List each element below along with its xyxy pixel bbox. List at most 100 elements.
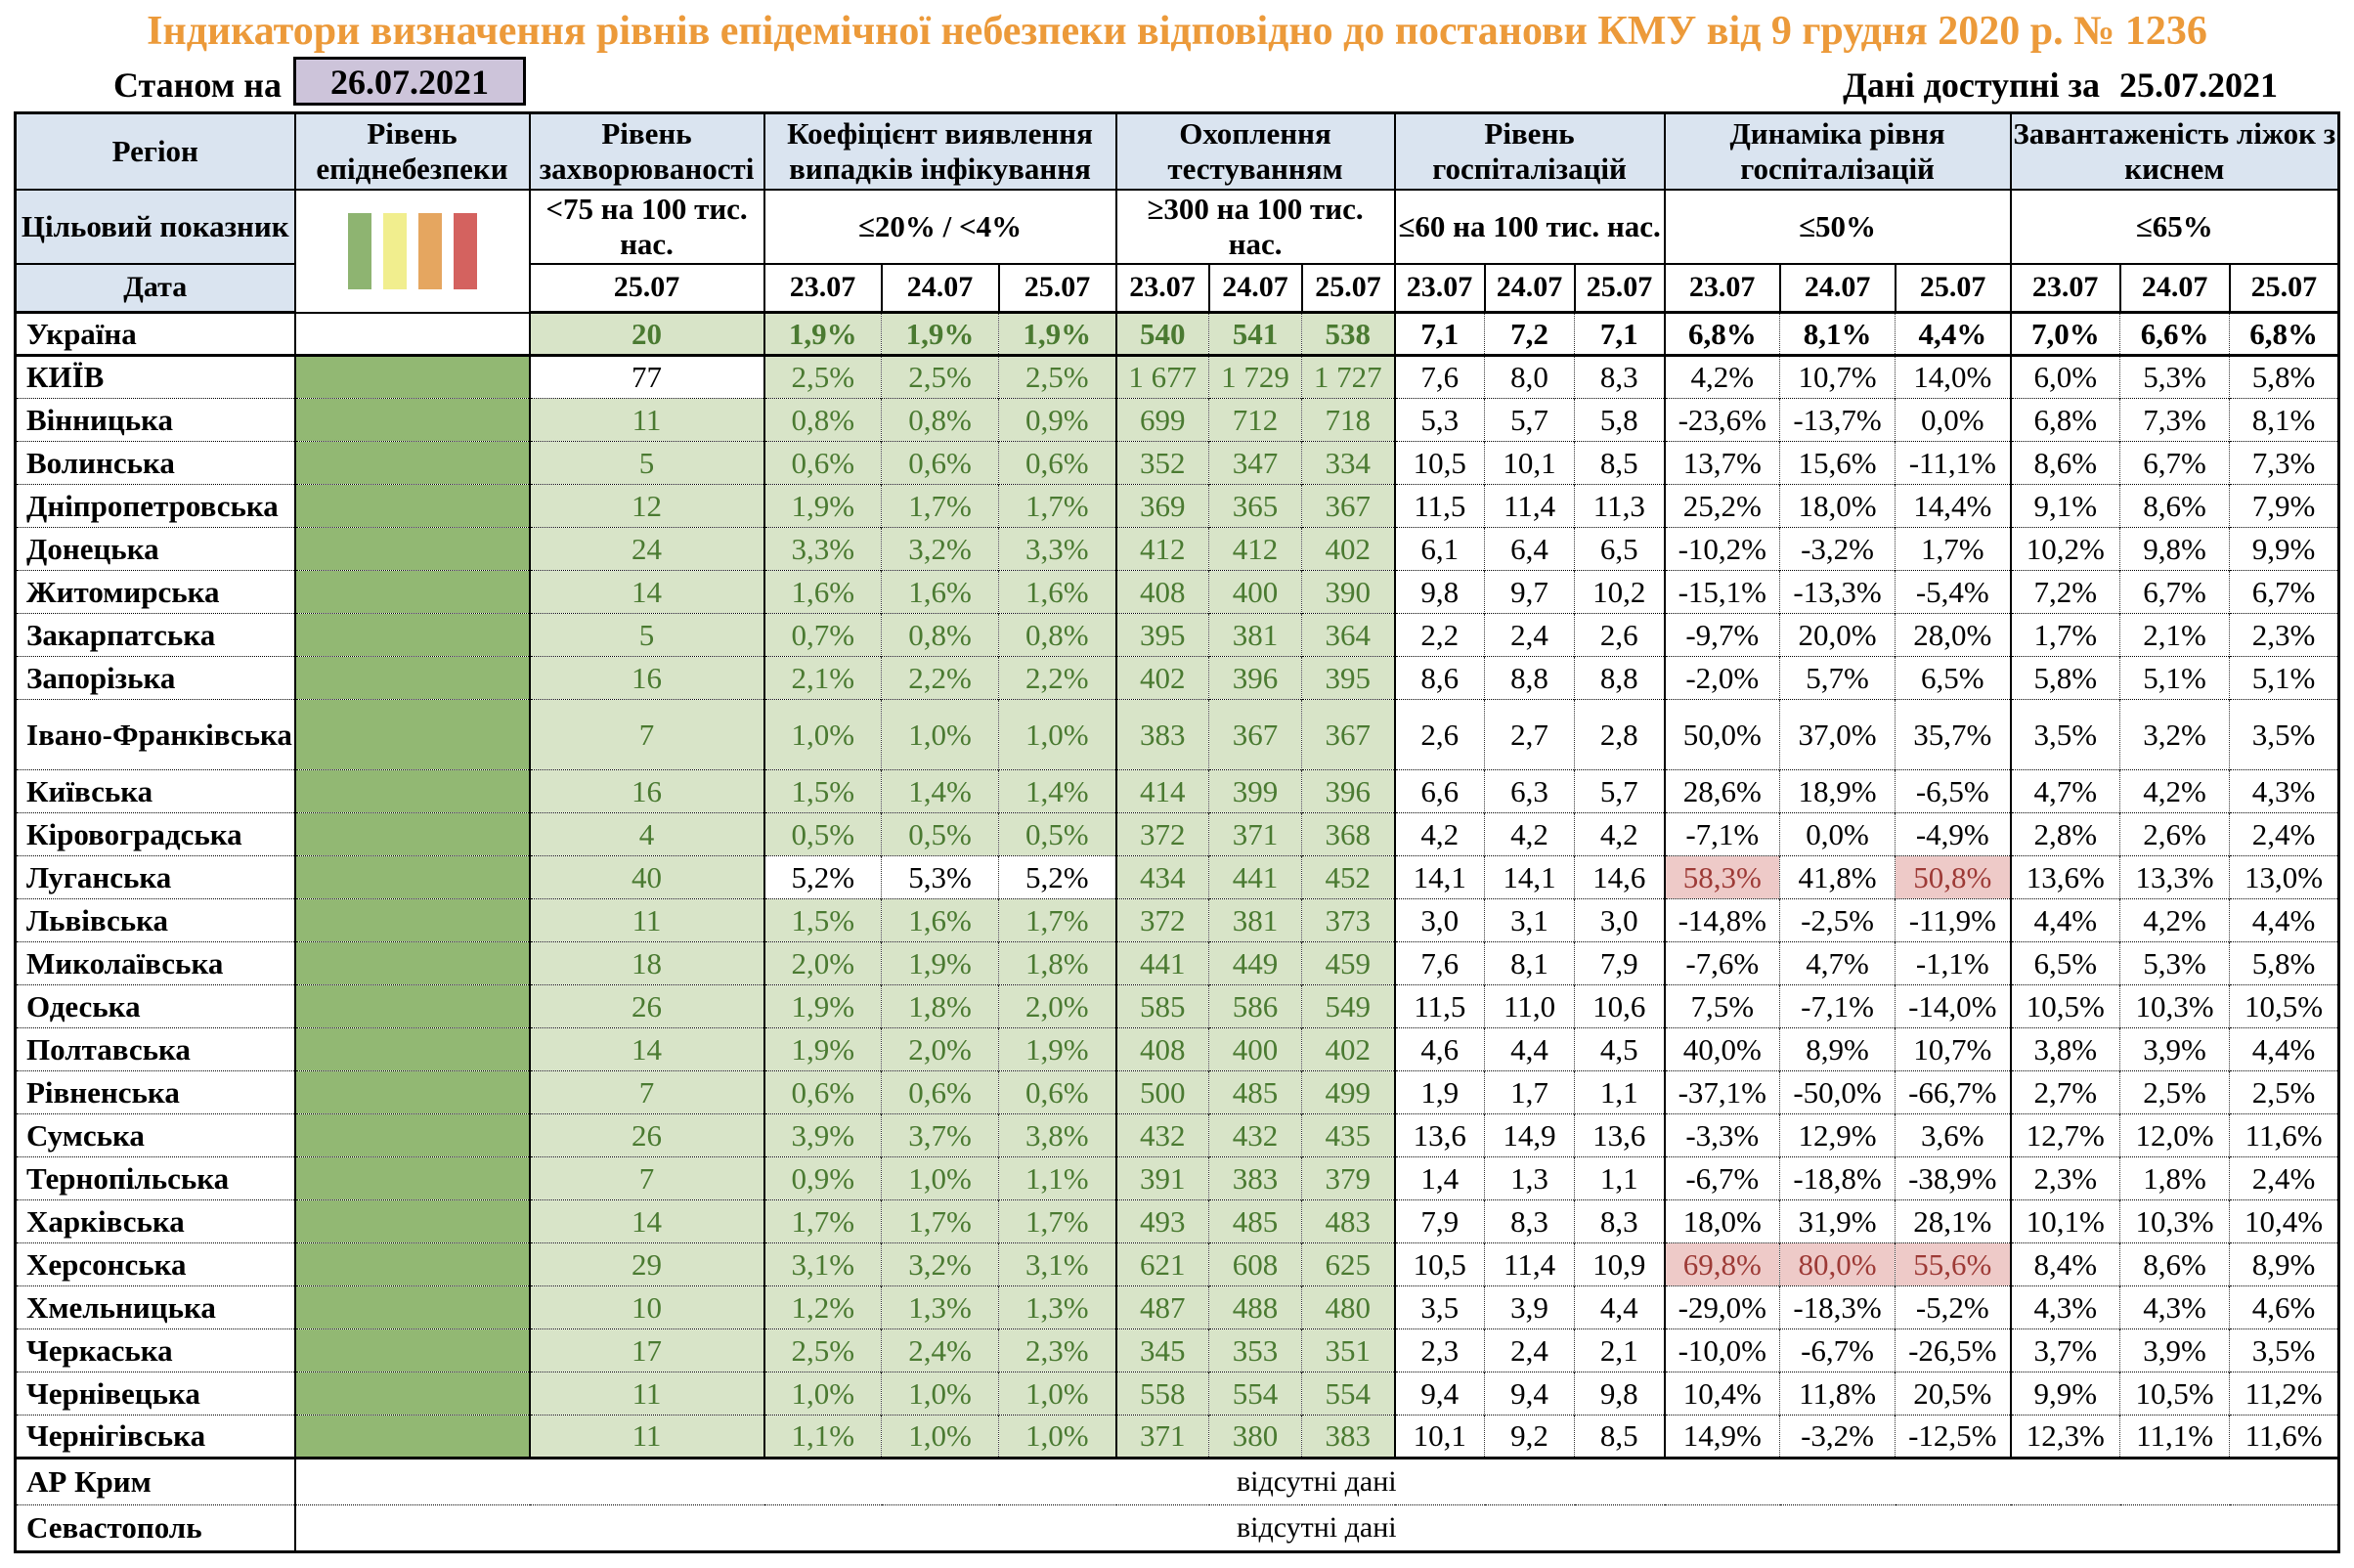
value-cell: 367	[1301, 699, 1395, 770]
no-data-cell: відсутні дані	[293, 1457, 2339, 1505]
value-cell: 7,0%	[2009, 312, 2120, 356]
value-cell: -3,2%	[1779, 527, 1896, 571]
value-cell: 441	[1114, 941, 1209, 985]
date-hosp: 23.07	[1393, 262, 1486, 314]
date-sick: 25.07	[528, 262, 765, 314]
value-cell: 8,1%	[2229, 398, 2339, 442]
value-cell: 353	[1208, 1328, 1302, 1372]
region-name: Чернівецька	[15, 1372, 295, 1416]
value-cell: 395	[1301, 656, 1395, 700]
value-cell: 699	[1114, 398, 1209, 442]
data-available: Дані доступні за 25.07.2021	[1843, 65, 2278, 106]
value-cell: 7,5%	[1663, 984, 1780, 1028]
value-cell: -29,0%	[1663, 1285, 1780, 1329]
column-header-sick: Рівень захворюваності	[528, 111, 765, 191]
value-cell: 5,3%	[881, 855, 999, 899]
value-cell: -13,7%	[1779, 398, 1896, 442]
value-cell: 29	[528, 1242, 764, 1286]
value-cell: -7,1%	[1663, 812, 1780, 856]
value-cell: -7,6%	[1663, 941, 1780, 985]
value-cell: 395	[1114, 613, 1209, 657]
value-cell: 13,0%	[2229, 855, 2339, 899]
table-row: Закарпатська 5 0,7% 0,8% 0,8% 395 381 364 2,2 2,4…	[15, 613, 2339, 657]
value-cell: 5,8%	[2229, 941, 2339, 985]
epidemic-danger-level-cell	[293, 1199, 530, 1243]
value-cell: 5,8	[1574, 398, 1665, 442]
value-cell: -10,2%	[1663, 527, 1780, 571]
value-cell: 8,3	[1574, 354, 1665, 399]
value-cell: 4,4%	[1895, 312, 2011, 356]
value-cell: -1,1%	[1895, 941, 2011, 985]
epidemic-danger-level-cell	[293, 570, 530, 614]
value-cell: 2,8	[1574, 699, 1665, 770]
value-cell: 8,1%	[1779, 312, 1896, 356]
region-name: Житомирська	[15, 570, 295, 614]
column-header-test: Охоплення тестуванням	[1114, 111, 1396, 191]
value-cell: -3,2%	[1779, 1415, 1896, 1459]
value-cell: 11,3	[1574, 484, 1665, 528]
value-cell: 10,1	[1484, 441, 1575, 485]
epidemic-danger-level-cell	[293, 1415, 530, 1459]
value-cell: 368	[1301, 812, 1395, 856]
value-cell: 381	[1208, 898, 1302, 942]
value-cell: 402	[1301, 527, 1395, 571]
value-cell: 485	[1208, 1070, 1302, 1114]
value-cell: 347	[1208, 441, 1302, 485]
value-cell: 4,2%	[1663, 354, 1780, 399]
value-cell: 383	[1114, 699, 1209, 770]
date-hosp: 25.07	[1573, 262, 1666, 314]
value-cell: 8,6	[1393, 656, 1485, 700]
value-cell: 6,0%	[2009, 354, 2120, 399]
value-cell: 2,7	[1484, 699, 1575, 770]
value-cell: 5	[528, 613, 764, 657]
value-cell: 3,8%	[2009, 1027, 2120, 1071]
value-cell: 9,8%	[2119, 527, 2230, 571]
header-row-groups: Регіон Рівень епіднебезпеки Рівень захворю…	[14, 111, 2340, 191]
value-cell: 18,0%	[1779, 484, 1896, 528]
value-cell: -18,3%	[1779, 1285, 1896, 1329]
value-cell: 371	[1114, 1415, 1209, 1459]
date-dyn: 24.07	[1778, 262, 1896, 314]
epidemic-danger-level-cell	[293, 1027, 530, 1071]
value-cell: 10,4%	[2229, 1199, 2339, 1243]
value-cell: 26	[528, 984, 764, 1028]
value-cell: 10,2%	[2009, 527, 2120, 571]
value-cell: 1,7%	[997, 898, 1116, 942]
value-cell: 1,4%	[997, 769, 1116, 813]
value-cell: 399	[1208, 769, 1302, 813]
value-cell: 14	[528, 1199, 764, 1243]
value-cell: 5,3%	[2119, 354, 2230, 399]
value-cell: 3,9	[1484, 1285, 1575, 1329]
value-cell: 11,6%	[2229, 1415, 2339, 1459]
value-cell: 2,1%	[2119, 613, 2230, 657]
value-cell: 554	[1301, 1372, 1395, 1416]
value-cell: -13,3%	[1779, 570, 1896, 614]
value-cell: 8,4%	[2009, 1242, 2120, 1286]
value-cell: 0,6%	[763, 441, 882, 485]
value-cell: 4,6%	[2229, 1285, 2339, 1329]
table-row: Харківська 14 1,7% 1,7% 1,7% 493 485 483 7,9 8,3 8…	[15, 1199, 2339, 1243]
value-cell: 0,8%	[881, 613, 999, 657]
value-cell: 1,0%	[997, 1415, 1116, 1459]
value-cell: 7,6	[1393, 941, 1485, 985]
value-cell: 14,9	[1484, 1113, 1575, 1157]
region-name: Дніпропетровська	[15, 484, 295, 528]
value-cell: 7	[528, 1156, 764, 1200]
value-cell: 11,5	[1393, 984, 1485, 1028]
value-cell: 3,0	[1574, 898, 1665, 942]
table-row: Волинська 5 0,6% 0,6% 0,6% 352 347 334 10,5 10,1 8…	[15, 441, 2339, 485]
value-cell: 408	[1114, 570, 1209, 614]
value-cell: 5,3%	[2119, 941, 2230, 985]
value-cell: 20,5%	[1895, 1372, 2011, 1416]
value-cell: 7,1	[1393, 312, 1485, 356]
value-cell: 1,1%	[997, 1156, 1116, 1200]
value-cell: 1,8%	[881, 984, 999, 1028]
value-cell: 3,9%	[2119, 1328, 2230, 1372]
value-cell: 8,6%	[2009, 441, 2120, 485]
region-name: Хмельницька	[15, 1285, 295, 1329]
epidemic-danger-level-cell	[293, 527, 530, 571]
value-cell: 8,9%	[2229, 1242, 2339, 1286]
value-cell: 1,0%	[881, 1415, 999, 1459]
value-cell: 8,8	[1484, 656, 1575, 700]
date-test: 23.07	[1114, 262, 1210, 314]
